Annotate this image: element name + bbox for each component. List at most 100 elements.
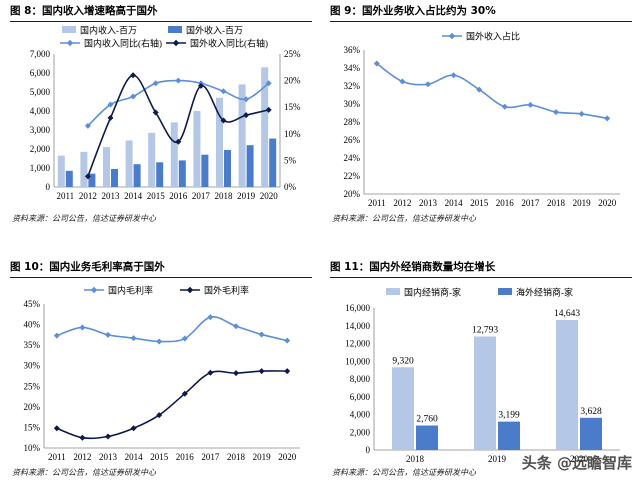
line-point [220,117,227,124]
chart-title: 图 10：国内业务毛利率高于国外 [10,256,312,278]
y-tick-label: 25% [24,381,41,391]
bar [133,164,141,187]
legend-marker [90,286,98,294]
y-tick-label: 30% [24,361,41,371]
y-tick-label: 0 [366,445,371,455]
source-note: 资料来源：公司公告，信达证券研发中心 [12,214,156,223]
bar [111,168,118,187]
y-tick-label: 45% [24,299,41,309]
x-tick-label: 2018 [215,191,234,201]
y-tick-label: 0 [46,182,51,192]
bar [216,97,223,187]
data-label: 2,760 [416,415,438,425]
bar [65,170,73,187]
x-tick-label: 2019 [253,452,272,462]
x-tick-label: 2011 [56,191,74,201]
line-point [233,323,239,330]
y-tick-label: 4,000 [350,410,371,420]
y-tick-label: 4,000 [30,106,51,116]
y-tick-label: 12,000 [345,339,370,349]
legend-label: 国外收入-百万 [186,25,243,36]
x-tick-label: 2017 [521,198,540,208]
line-point [79,434,86,441]
x-tick-label: 2013 [99,452,118,462]
legend-swatch [498,288,512,295]
chart-fig10: 10% 15% 20% 25% 30% 35% 40% 45% 2011 2012 2013 2014… [24,285,300,462]
y-tick-label: 22% [344,171,361,181]
source-note: 资料来源：公司公告，信达证券研发中心 [332,468,476,477]
legend-label: 国外毛利率 [204,285,249,296]
bar [125,140,133,187]
line-point [130,72,137,79]
line-point [181,390,188,397]
bar [474,336,496,450]
line-point [425,81,431,88]
line-point [501,103,508,110]
line-point [265,106,272,113]
line-point [450,72,457,79]
x-tick-label: 2018 [406,454,425,464]
y-tick-label: 34% [344,63,361,73]
chart-fig8: 0 1,000 2,000 3,000 4,000 5,000 6,000 7,000 0% 5%… [30,25,301,202]
x-tick-label: 2015 [147,191,166,201]
data-label: 3,628 [580,407,602,417]
bar [88,173,96,187]
bar [178,160,186,187]
x-tick-label: 2014 [124,191,143,201]
x-tick-label: 2015 [470,198,489,208]
line-point [105,331,111,338]
y-tick-label: 24% [344,153,361,163]
y-tick-label: 3,000 [30,125,51,135]
chart-title: 图 11：国内外经销商数量均在增长 [330,256,632,278]
line-point [105,433,111,440]
chart-title: 图 9：国外业务收入占比约为 30% [330,0,632,22]
line-point [130,93,137,100]
line-point [553,109,559,116]
line-point [175,77,182,84]
x-tick-label: 2011 [48,452,66,462]
legend-label: 国内经销商-家 [404,287,461,298]
bar [148,132,156,187]
x-tick-label: 2018 [227,452,246,462]
bar [498,421,520,450]
x-tick-label: 2017 [201,452,220,462]
x-tick-label: 2016 [496,198,515,208]
line-point [604,115,611,122]
line-point [152,109,159,116]
chart-title: 图 8：国内收入增速略高于国外 [10,0,312,22]
source-note: 资料来源：公司公告，信达证券研发中心 [332,214,476,223]
x-tick-label: 2016 [176,452,195,462]
line-point [84,173,91,180]
line-point [84,122,91,129]
line-point [207,369,214,376]
line-point [156,412,163,419]
line-point [373,60,380,67]
line-point [207,314,214,321]
y-tick-label: 1,000 [30,163,51,173]
bar [170,122,178,187]
line-point [284,368,291,375]
legend-marker [448,32,456,40]
chart-fig9: 20% 22% 24% 26% 28% 30% 32% 34% 36% 2011 2012 2013 2… [344,31,620,208]
y-tick-label: 28% [344,117,361,127]
x-tick-label: 2013 [102,191,121,201]
bar [269,138,277,187]
panel-fig9: 图 9：国外业务收入占比约为 30% 20% 22% 24% 26% 28% 30% 32%… [330,0,632,235]
x-tick-label: 2011 [368,198,386,208]
y-tick-label: 14,000 [345,321,370,331]
data-label: 9,320 [392,356,414,366]
line-point [578,110,585,117]
series-line [376,62,608,120]
y-tick-label: 5,000 [30,87,51,97]
bar [392,367,414,450]
bar [57,155,65,187]
source-note: 资料来源：公司公告，信达证券研发中心 [12,468,156,477]
line-point [197,82,204,89]
x-tick-label: 2017 [192,191,211,201]
series-line [56,370,288,440]
y-tick-label: 35% [24,340,41,350]
line-point [258,331,265,338]
line-point [399,78,406,85]
x-tick-label: 2012 [79,191,97,201]
legend-label: 国内毛利率 [108,285,153,296]
